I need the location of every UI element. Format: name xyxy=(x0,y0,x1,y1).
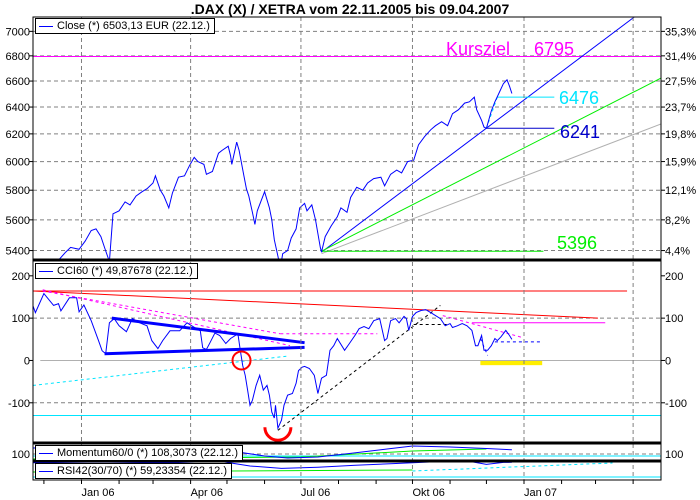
cci-tick-label-left: 200 xyxy=(12,271,30,283)
y-tick-label-right: 12,1% xyxy=(665,185,696,197)
red-circle-marker xyxy=(231,350,252,371)
legend-cci-text: CCI60 (*) 49,87678 (22.12.) xyxy=(57,265,193,277)
yellow-highlight-bar xyxy=(480,360,543,366)
y-tick-label-left: 6400 xyxy=(6,102,30,114)
momentum-tick-label-right: 100 xyxy=(665,449,683,461)
triangle-lower-line xyxy=(104,345,305,356)
close-series-line xyxy=(57,78,513,260)
level-5396-label: 5396 xyxy=(557,233,597,253)
y-tick-label-left: 5400 xyxy=(6,246,30,258)
cci-tick-label-right: 0 xyxy=(665,355,671,367)
cci-tick-label-left: 100 xyxy=(12,313,30,325)
cci-panel xyxy=(33,289,661,431)
legend-cci: CCI60 (*) 49,87678 (22.12.) xyxy=(35,263,198,279)
level-6241-label: 6241 xyxy=(560,122,600,142)
red-arc-marker xyxy=(263,427,293,442)
legend-rsi-text: RSI42(30/70) (*) 59,23354 (22.12.) xyxy=(57,465,227,477)
cci-tick-label-right: 100 xyxy=(665,313,683,325)
x-tick-label: Okt 06 xyxy=(412,487,444,499)
x-tick-label: Jan 06 xyxy=(81,487,114,499)
y-tick-label-left: 6000 xyxy=(6,157,30,169)
legend-swatch-icon xyxy=(39,25,53,27)
legend-close-text: Close (*) 6503,13 EUR (22.12.) xyxy=(57,20,210,32)
red-down-line xyxy=(33,290,598,319)
y-tick-label-left: 6200 xyxy=(6,129,30,141)
price-panel xyxy=(33,17,661,260)
trend-green-line xyxy=(321,77,661,252)
y-tick-label-right: 35,3% xyxy=(665,26,696,38)
plot-frame xyxy=(32,16,662,481)
y-tick-label-left: 5800 xyxy=(6,185,30,197)
trend-blue-line xyxy=(321,17,635,253)
trend-gray-line xyxy=(321,123,661,255)
y-tick-label-left: 6800 xyxy=(6,51,30,63)
cyan-dashed-line xyxy=(33,355,287,386)
y-tick-label-right: 23,7% xyxy=(665,102,696,114)
kursziel-label: Kursziel xyxy=(446,39,510,59)
legend-momentum: Momentum60/0 (*) 108,3073 (22.12.) xyxy=(35,445,243,461)
cci-tick-label-left: 0 xyxy=(24,355,30,367)
legend-swatch-icon xyxy=(39,270,53,272)
black-dashed-trend-line xyxy=(277,305,441,431)
chart-title: .DAX (X) / XETRA vom 22.11.2005 bis 09.0… xyxy=(190,1,510,17)
x-tick-label: Jul 06 xyxy=(301,487,330,499)
magenta-dashed-2-line xyxy=(42,290,281,335)
y-tick-label-right: 31,4% xyxy=(665,51,696,63)
y-tick-label-right: 15,9% xyxy=(665,157,696,169)
y-tick-label-right: 8,2% xyxy=(665,215,690,227)
cci-series-line xyxy=(33,292,513,431)
y-tick-label-left: 6600 xyxy=(6,76,30,88)
blue-dashed-drop-line xyxy=(479,338,489,356)
rsi-series-line xyxy=(33,461,512,469)
legend-close: Close (*) 6503,13 EUR (22.12.) xyxy=(35,18,215,34)
y-tick-label-right: 27,5% xyxy=(665,76,696,88)
cci-tick-label-left: -100 xyxy=(8,398,30,410)
triangle-upper-line xyxy=(111,316,305,345)
x-tick-label: Apr 06 xyxy=(191,487,223,499)
y-tick-label-left: 5600 xyxy=(6,215,30,227)
y-tick-label-right: 19,8% xyxy=(665,129,696,141)
momentum-tick-label-left: 100 xyxy=(12,449,30,461)
y-tick-label-left: 7000 xyxy=(6,26,30,38)
cci-tick-label-right: 200 xyxy=(665,271,683,283)
legend-swatch-icon xyxy=(39,452,53,454)
level-6476-label: 6476 xyxy=(559,88,599,108)
kursziel-value: 6795 xyxy=(534,39,574,59)
y-tick-label-right: 4,4% xyxy=(665,246,690,258)
rsi-cyan-dashed-line xyxy=(412,462,613,472)
legend-rsi: RSI42(30/70) (*) 59,23354 (22.12.) xyxy=(35,463,232,479)
x-tick-label: Jan 07 xyxy=(524,487,557,499)
magenta-dashed-4-line xyxy=(442,315,523,339)
legend-momentum-text: Momentum60/0 (*) 108,3073 (22.12.) xyxy=(57,447,238,459)
cci-tick-label-right: -100 xyxy=(665,398,687,410)
legend-swatch-icon xyxy=(39,470,53,472)
